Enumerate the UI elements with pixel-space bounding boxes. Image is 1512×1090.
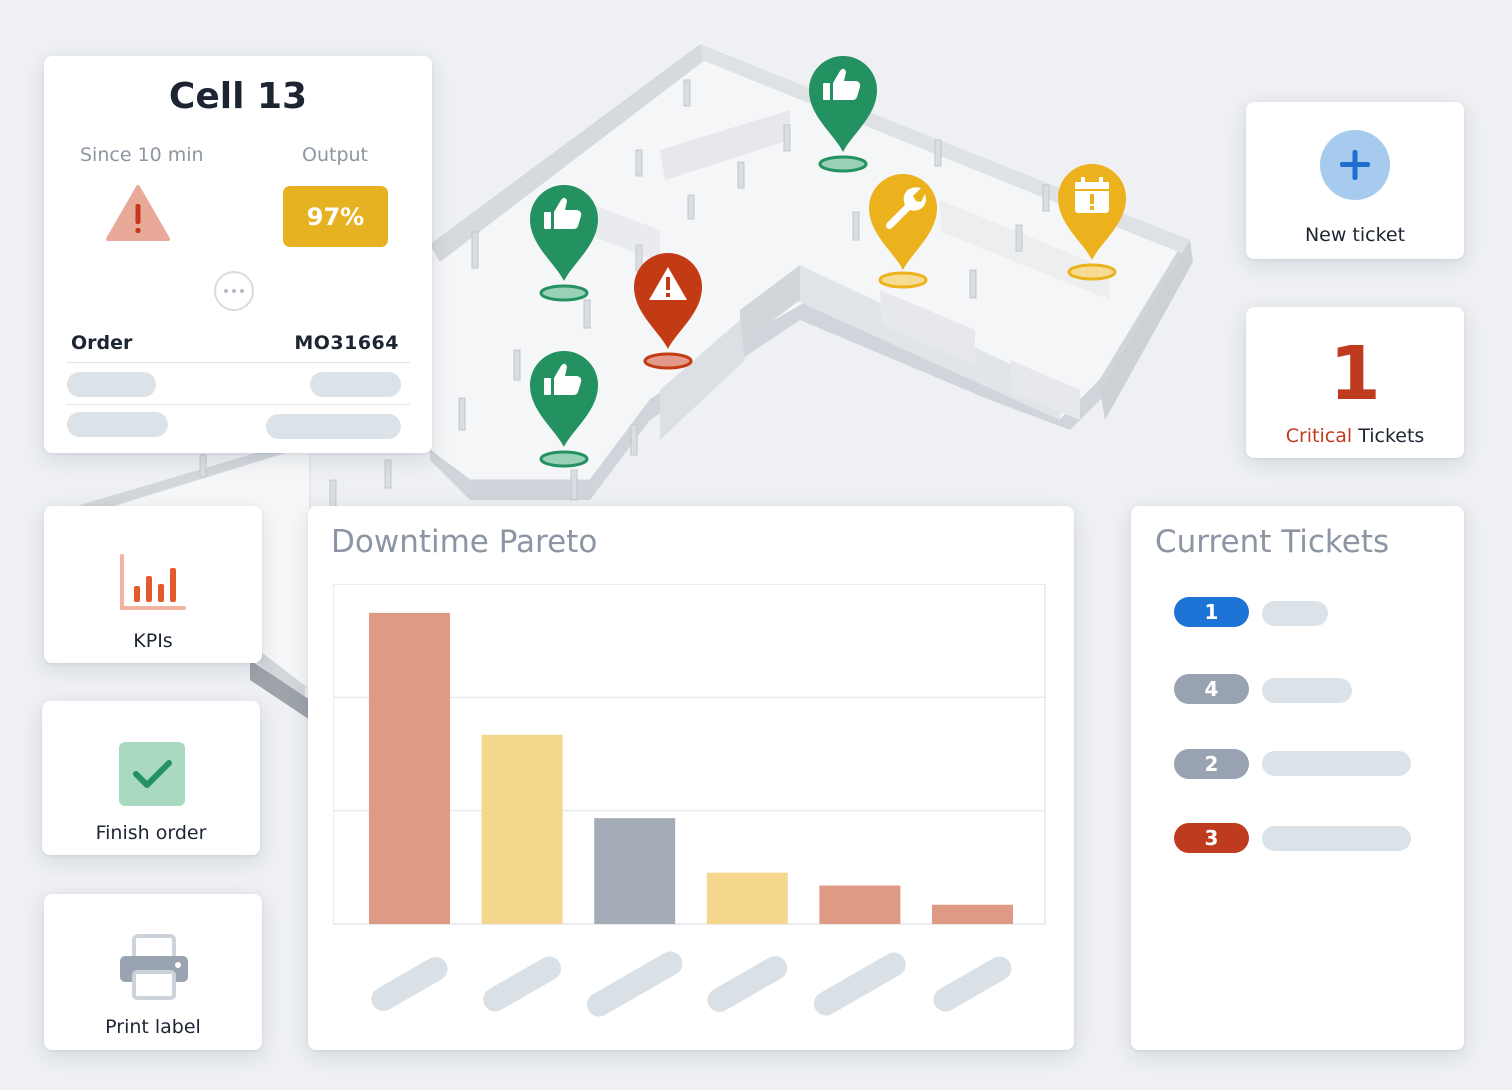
new-ticket-button[interactable]: New ticket	[1246, 102, 1464, 259]
warning-icon	[649, 267, 687, 300]
printer-icon	[120, 934, 188, 1000]
critical-label: Critical Tickets	[1246, 425, 1464, 447]
tickets-title: Current Tickets	[1155, 524, 1390, 560]
pareto-chart	[333, 584, 1046, 1017]
critical-word: Critical	[1285, 425, 1353, 447]
warning-triangle-icon	[106, 185, 170, 241]
chart-frame	[333, 584, 1046, 925]
tickets-word: Tickets	[1352, 425, 1425, 447]
cell-title: Cell 13	[168, 76, 308, 117]
ticket-badge: 2	[1174, 749, 1249, 779]
kpis-label: KPIs	[133, 630, 173, 652]
map-marker-ok[interactable]	[527, 347, 601, 472]
bar-chart-icon	[120, 554, 186, 610]
order-value: MO31664	[294, 332, 399, 354]
chart-bar[interactable]	[706, 872, 788, 924]
map-marker-critical[interactable]	[631, 249, 705, 374]
plus-icon	[1320, 130, 1390, 200]
placeholder-pill	[310, 372, 401, 397]
x-tick-label	[483, 956, 562, 1012]
placeholder-pill	[1262, 751, 1411, 776]
finish-order-button[interactable]: Finish order	[42, 701, 260, 855]
downtime-pareto-card: Downtime Pareto	[308, 506, 1074, 1050]
ellipsis-icon	[224, 289, 244, 293]
x-tick-label	[933, 956, 1012, 1012]
output-label: Output	[302, 144, 368, 166]
thumbs-up-icon	[823, 68, 861, 100]
print-label-label: Print label	[105, 1016, 201, 1038]
output-badge: 97%	[283, 186, 388, 247]
placeholder-pill	[67, 372, 156, 397]
map-marker-maintenance[interactable]	[866, 170, 940, 295]
new-ticket-label: New ticket	[1304, 224, 1406, 246]
thumbs-up-icon	[544, 197, 582, 229]
x-tick-label	[813, 952, 906, 1016]
calendar-alert-icon	[1075, 177, 1109, 213]
since-label: Since 10 min	[80, 144, 204, 166]
cell-card: Cell 13 Since 10 min Output 97% Order MO…	[44, 56, 432, 453]
ticket-badge: 3	[1174, 823, 1249, 853]
more-button[interactable]	[214, 271, 254, 311]
chart-bar[interactable]	[594, 818, 676, 924]
chart-title: Downtime Pareto	[331, 524, 598, 560]
placeholder-pill	[67, 412, 168, 437]
ticket-badge: 1	[1174, 597, 1249, 627]
x-tick-label	[707, 956, 788, 1012]
print-label-button[interactable]: Print label	[44, 894, 262, 1050]
kpis-button[interactable]: KPIs	[44, 506, 262, 663]
thumbs-up-icon	[544, 363, 582, 395]
critical-tickets-card[interactable]: 1 Critical Tickets	[1246, 307, 1464, 458]
order-label: Order	[71, 332, 133, 354]
x-tick-label	[371, 957, 448, 1011]
placeholder-pill	[266, 414, 401, 439]
map-marker-scheduled[interactable]	[1055, 160, 1129, 285]
chart-bar[interactable]	[481, 734, 563, 924]
placeholder-pill	[1262, 826, 1411, 851]
divider	[66, 362, 410, 363]
current-tickets-card: Current Tickets 1 4 2 3	[1131, 506, 1464, 1050]
divider	[66, 404, 410, 405]
critical-count: 1	[1329, 331, 1381, 417]
placeholder-pill	[1262, 678, 1352, 703]
chart-bar[interactable]	[369, 612, 450, 924]
chart-bar[interactable]	[819, 885, 901, 924]
map-marker-ok[interactable]	[806, 52, 880, 177]
placeholder-pill	[1262, 601, 1328, 626]
chart-bar[interactable]	[932, 904, 1013, 924]
map-marker-ok[interactable]	[527, 181, 601, 306]
wrench-icon	[886, 187, 926, 229]
finish-order-label: Finish order	[95, 822, 207, 844]
checkmark-icon	[119, 742, 185, 806]
x-tick-label	[587, 951, 683, 1017]
ticket-badge: 4	[1174, 674, 1249, 704]
